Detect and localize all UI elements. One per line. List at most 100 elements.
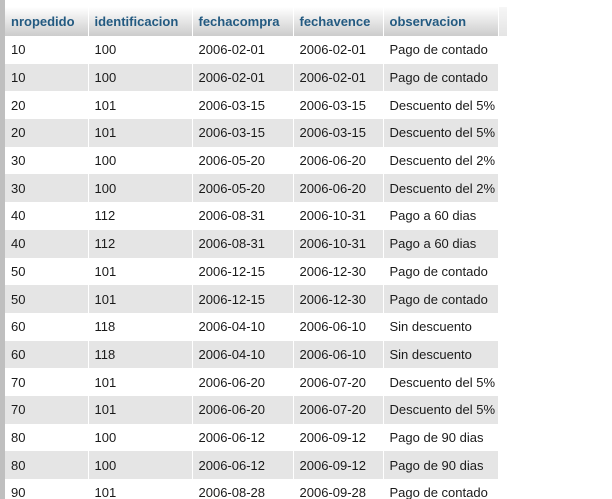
table-row[interactable]: 10 100 2006-02-01 2006-02-01 Pago de contado [5, 63, 507, 92]
cell-observacion: Descuento del 5% [383, 91, 499, 120]
row-filler [498, 257, 507, 286]
cell-identificacion: 112 [88, 202, 193, 230]
row-filler [498, 146, 507, 175]
cell-identificacion: 101 [88, 257, 193, 286]
row-filler [498, 63, 507, 92]
table-row[interactable]: 20 101 2006-03-15 2006-03-15 Descuento del 5… [5, 119, 507, 147]
cell-observacion: Pago de 90 dias [383, 451, 499, 479]
row-filler [498, 174, 507, 203]
row-filler [498, 368, 507, 396]
cell-fechacompra: 2006-06-20 [192, 395, 294, 424]
column-header-fechavence[interactable]: fechavence [293, 7, 384, 36]
cell-fechavence: 2006-12-30 [293, 285, 384, 313]
cell-fechavence: 2006-07-20 [293, 368, 384, 396]
cell-nropedido: 40 [5, 202, 89, 230]
cell-identificacion: 101 [88, 91, 193, 120]
row-filler [498, 91, 507, 120]
cell-nropedido: 70 [5, 368, 89, 396]
table-row[interactable]: 50 101 2006-12-15 2006-12-30 Pago de contado [5, 257, 507, 286]
cell-identificacion: 100 [88, 451, 193, 479]
cell-fechacompra: 2006-03-15 [192, 119, 294, 147]
table-row[interactable]: 50 101 2006-12-15 2006-12-30 Pago de contado [5, 285, 507, 313]
cell-observacion: Descuento del 5% [383, 368, 499, 396]
cell-fechavence: 2006-10-31 [293, 202, 384, 230]
cell-nropedido: 10 [5, 63, 89, 92]
cell-fechavence: 2006-03-15 [293, 119, 384, 147]
left-border [0, 0, 5, 499]
cell-fechacompra: 2006-04-10 [192, 312, 294, 341]
table-row[interactable]: 10 100 2006-02-01 2006-02-01 Pago de contado [5, 36, 507, 64]
row-filler [498, 202, 507, 230]
table-row[interactable]: 40 112 2006-08-31 2006-10-31 Pago a 60 dias [5, 202, 507, 230]
cell-identificacion: 100 [88, 146, 193, 175]
cell-identificacion: 100 [88, 174, 193, 203]
column-header-observacion[interactable]: observacion [383, 7, 499, 36]
cell-fechavence: 2006-02-01 [293, 36, 384, 64]
cell-nropedido: 20 [5, 119, 89, 147]
table-row[interactable]: 20 101 2006-03-15 2006-03-15 Descuento del 5… [5, 91, 507, 120]
column-header-nropedido[interactable]: nropedido [5, 7, 89, 36]
cell-fechacompra: 2006-08-31 [192, 202, 294, 230]
cell-fechacompra: 2006-02-01 [192, 36, 294, 64]
header-filler [498, 7, 507, 36]
table-row[interactable]: 60 118 2006-04-10 2006-06-10 Sin descuento [5, 340, 507, 369]
cell-identificacion: 101 [88, 368, 193, 396]
cell-observacion: Descuento del 2% [383, 146, 499, 175]
header-row: nropedido identificacion fechacompra fec… [5, 7, 507, 36]
cell-nropedido: 40 [5, 229, 89, 258]
cell-nropedido: 10 [5, 36, 89, 64]
cell-observacion: Descuento del 2% [383, 174, 499, 203]
cell-observacion: Pago de contado [383, 36, 499, 64]
cell-fechacompra: 2006-06-12 [192, 423, 294, 452]
cell-identificacion: 101 [88, 285, 193, 313]
results-table: nropedido identificacion fechacompra fec… [5, 7, 507, 499]
cell-fechacompra: 2006-04-10 [192, 340, 294, 369]
results-table-container: nropedido identificacion fechacompra fec… [5, 7, 507, 499]
cell-fechavence: 2006-07-20 [293, 395, 384, 424]
cell-fechacompra: 2006-05-20 [192, 146, 294, 175]
cell-fechavence: 2006-10-31 [293, 229, 384, 258]
table-row[interactable]: 30 100 2006-05-20 2006-06-20 Descuento del 2… [5, 174, 507, 203]
column-header-identificacion[interactable]: identificacion [88, 7, 193, 36]
cell-observacion: Sin descuento [383, 312, 499, 341]
cell-identificacion: 101 [88, 479, 193, 499]
table-row[interactable]: 70 101 2006-06-20 2006-07-20 Descuento del 5… [5, 368, 507, 396]
row-filler [498, 395, 507, 424]
cell-identificacion: 118 [88, 312, 193, 341]
cell-observacion: Pago de contado [383, 63, 499, 92]
table-row[interactable]: 80 100 2006-06-12 2006-09-12 Pago de 90 dias [5, 423, 507, 452]
cell-nropedido: 90 [5, 479, 89, 499]
cell-fechacompra: 2006-02-01 [192, 63, 294, 92]
row-filler [498, 340, 507, 369]
table-row[interactable]: 30 100 2006-05-20 2006-06-20 Descuento del 2… [5, 146, 507, 175]
cell-observacion: Pago de 90 dias [383, 423, 499, 452]
cell-fechacompra: 2006-12-15 [192, 257, 294, 286]
cell-identificacion: 101 [88, 119, 193, 147]
table-row[interactable]: 90 101 2006-08-28 2006-09-28 Pago de contado [5, 479, 507, 499]
cell-fechavence: 2006-03-15 [293, 91, 384, 120]
cell-nropedido: 60 [5, 340, 89, 369]
table-row[interactable]: 40 112 2006-08-31 2006-10-31 Pago a 60 dias [5, 229, 507, 258]
cell-fechavence: 2006-02-01 [293, 63, 384, 92]
table-body: 10 100 2006-02-01 2006-02-01 Pago de contado… [5, 36, 507, 499]
cell-observacion: Sin descuento [383, 340, 499, 369]
row-filler [498, 479, 507, 499]
table-row[interactable]: 70 101 2006-06-20 2006-07-20 Descuento del 5… [5, 395, 507, 424]
cell-identificacion: 112 [88, 229, 193, 258]
cell-observacion: Pago de contado [383, 257, 499, 286]
cell-nropedido: 70 [5, 395, 89, 424]
row-filler [498, 36, 507, 64]
cell-nropedido: 30 [5, 146, 89, 175]
cell-observacion: Descuento del 5% [383, 395, 499, 424]
cell-identificacion: 100 [88, 423, 193, 452]
table-row[interactable]: 80 100 2006-06-12 2006-09-12 Pago de 90 dias [5, 451, 507, 479]
cell-nropedido: 50 [5, 285, 89, 313]
cell-fechacompra: 2006-08-28 [192, 479, 294, 499]
column-header-fechacompra[interactable]: fechacompra [192, 7, 294, 36]
table-row[interactable]: 60 118 2006-04-10 2006-06-10 Sin descuento [5, 312, 507, 341]
cell-nropedido: 80 [5, 451, 89, 479]
cell-fechavence: 2006-12-30 [293, 257, 384, 286]
cell-fechacompra: 2006-06-20 [192, 368, 294, 396]
cell-nropedido: 50 [5, 257, 89, 286]
row-filler [498, 423, 507, 452]
